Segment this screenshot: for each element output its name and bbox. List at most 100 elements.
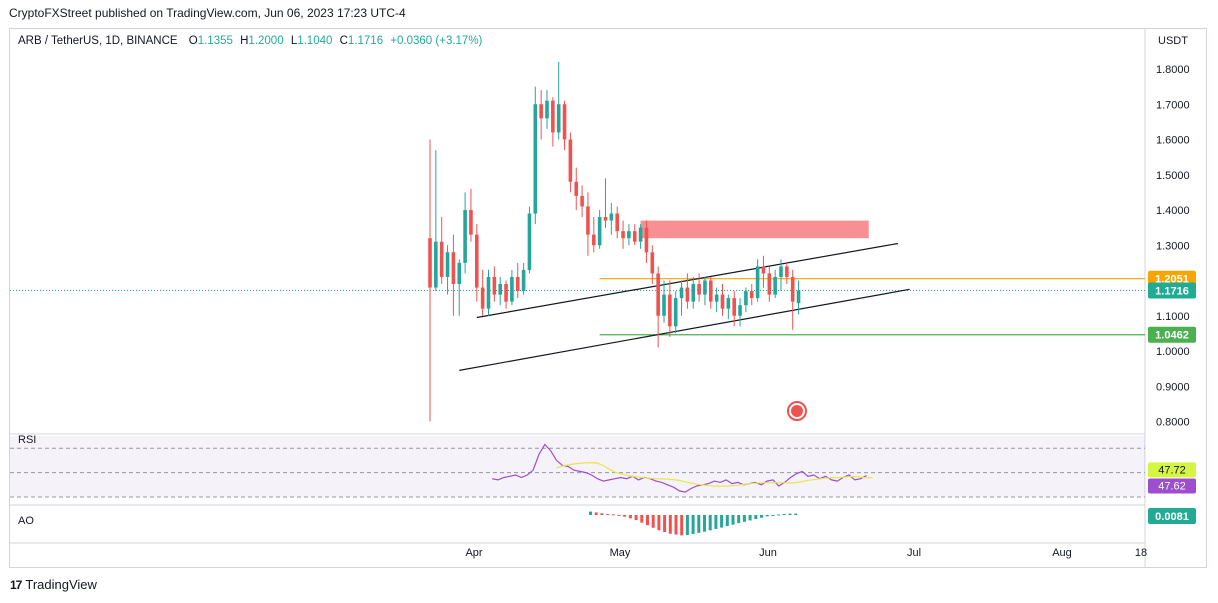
ao-bar	[731, 515, 735, 525]
candle-body	[767, 273, 772, 295]
tradingview-footer[interactable]: 17 TradingView	[10, 577, 97, 592]
legend-change: +0.0360 (+3.17%)	[390, 35, 483, 47]
candle-body	[592, 234, 596, 246]
ao-label: AO	[18, 515, 34, 527]
candle-body	[779, 266, 783, 277]
legend-high-label: H	[240, 35, 249, 47]
ao-bar	[754, 515, 758, 520]
candle-body	[738, 305, 742, 316]
price-tick-label: 1.5000	[1156, 170, 1190, 182]
time-tick-label: 18	[1135, 547, 1147, 559]
candle-body	[580, 195, 584, 207]
price-tick-label: 1.0000	[1156, 346, 1190, 358]
price-tick-label: 0.8000	[1156, 417, 1190, 429]
candle-body	[796, 290, 801, 304]
candle-body	[568, 139, 573, 182]
candle-body	[761, 266, 766, 274]
candle-body	[515, 276, 520, 292]
price-tick-label: 1.6000	[1156, 135, 1190, 147]
candle-body	[673, 298, 678, 327]
candle-body	[451, 252, 456, 285]
ao-value: 0.0081	[1155, 511, 1189, 523]
candle-body	[463, 210, 467, 263]
candle-body	[638, 227, 643, 242]
candle-body	[504, 284, 508, 302]
ao-bar	[765, 515, 769, 517]
ao-bar	[720, 515, 724, 528]
candle-body	[691, 284, 696, 302]
candle-body	[726, 298, 731, 309]
candle-body	[720, 294, 725, 309]
ao-bar	[725, 515, 729, 527]
ao-bar	[685, 515, 689, 536]
ao-bar	[646, 515, 649, 526]
ao-bar	[674, 515, 678, 535]
time-tick-label: May	[610, 547, 631, 559]
ao-value-box	[1148, 508, 1196, 524]
rsi-ma-line	[556, 461, 873, 487]
candle-body	[445, 252, 450, 277]
ao-bar	[782, 513, 786, 515]
ao-bar	[703, 515, 706, 532]
legend-symbol: ARB / TetherUS, 1D, BINANCE	[18, 35, 178, 47]
ao-bar	[606, 514, 610, 516]
tradingview-brand: TradingView	[25, 577, 97, 592]
ao-bar	[748, 515, 752, 521]
legend-low-label: L	[290, 35, 298, 47]
candle-body	[621, 231, 625, 239]
ao-bar	[788, 513, 792, 515]
ao-bar	[640, 515, 644, 523]
price-axis-currency: USDT	[1158, 35, 1188, 47]
price-label-text: 1.1716	[1155, 286, 1189, 298]
candle-body	[744, 291, 748, 306]
candle-body	[732, 298, 736, 316]
candle-body	[539, 104, 543, 119]
candle-body	[439, 241, 444, 277]
legend-low: 1.1040	[297, 35, 333, 47]
time-tick-label: Jun	[759, 547, 777, 559]
ao-bar	[708, 515, 712, 531]
time-tick-label: Apr	[465, 547, 482, 559]
ao-bar	[589, 511, 592, 515]
publisher-line: CryptoFXStreet published on TradingView.…	[9, 6, 406, 20]
candle-body	[697, 284, 701, 295]
candle-body	[685, 287, 690, 302]
candle-body	[615, 213, 619, 232]
rsi-band-background	[10, 436, 1145, 497]
legend-close: 1.1716	[347, 35, 384, 47]
candle-body	[498, 284, 502, 295]
candle-body	[434, 241, 438, 288]
ao-bar	[628, 515, 632, 519]
rsi-value-box	[1148, 478, 1196, 494]
ao-bar	[600, 513, 604, 515]
price-label-text: 1.0462	[1155, 330, 1189, 342]
ao-bar	[714, 515, 718, 529]
candle-body	[656, 273, 660, 316]
channel-trendline	[459, 288, 910, 371]
candle-body	[603, 217, 608, 221]
candle-body	[632, 231, 637, 242]
ao-bar	[617, 515, 621, 516]
candle-body	[551, 100, 555, 133]
ao-bar	[691, 515, 695, 535]
ao-bar	[668, 515, 672, 534]
ao-bar	[697, 515, 701, 533]
ao-bar	[657, 515, 661, 531]
candle-body	[469, 210, 473, 235]
price-tick-label: 1.8000	[1156, 64, 1190, 76]
candle-body	[586, 206, 590, 235]
candle-body	[714, 294, 719, 302]
candle-body	[486, 276, 491, 309]
time-tick-label: Aug	[1052, 547, 1072, 559]
ao-bar	[742, 515, 746, 522]
time-tick-label: Jul	[907, 547, 921, 559]
chart-legend: ARB / TetherUS, 1D, BINANCE O1.1355 H1.2…	[18, 35, 486, 47]
candle-body	[609, 213, 614, 221]
candle-body	[597, 217, 602, 246]
rsi-line	[491, 443, 867, 493]
ao-bar	[594, 512, 598, 515]
rsi-value: 47.62	[1158, 481, 1186, 493]
ao-bar	[651, 515, 655, 528]
legend-high: 1.2000	[248, 35, 284, 47]
